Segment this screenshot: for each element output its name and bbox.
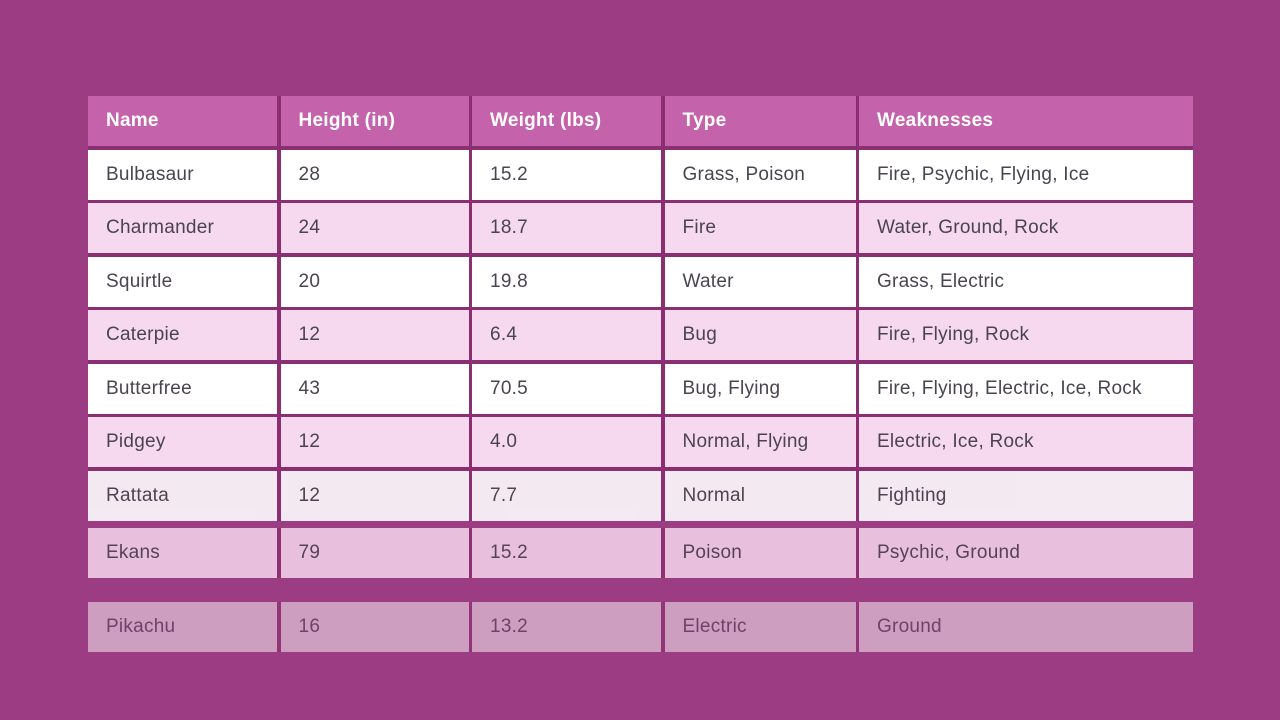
cell-height: 12 — [280, 417, 469, 467]
cell-type: Normal — [664, 470, 856, 521]
cell-height: 79 — [280, 528, 469, 578]
cell-weaknesses: Fire, Flying, Rock — [859, 310, 1193, 360]
cell-weaknesses: Psychic, Ground — [859, 528, 1193, 578]
cell-weight: 13.2 — [472, 602, 661, 652]
cell-weaknesses: Fire, Psychic, Flying, Ice — [859, 149, 1193, 200]
cell-weight: 4.0 — [472, 417, 661, 467]
cell-weaknesses: Grass, Electric — [859, 256, 1193, 307]
column-header-name: Name — [88, 96, 277, 146]
table-row-bulbasaur: Bulbasaur 28 15.2 Grass, Poison Fire, Psychi… — [88, 149, 1193, 200]
table-row-squirtle: Squirtle 20 19.8 Water Grass, Electric — [88, 256, 1193, 307]
cell-weaknesses: Fire, Flying, Electric, Ice, Rock — [859, 363, 1193, 414]
cell-name: Caterpie — [88, 310, 277, 360]
cell-height: 24 — [280, 203, 469, 253]
pokemon-table: Name Height (in) Weight (lbs) Type Weaknesse… — [88, 96, 1193, 521]
cell-type: Poison — [664, 528, 856, 578]
cell-weight: 18.7 — [472, 203, 661, 253]
column-header-height: Height (in) — [280, 96, 469, 146]
column-header-weight: Weight (lbs) — [472, 96, 661, 146]
cell-type: Fire — [664, 203, 856, 253]
cell-weaknesses: Fighting — [859, 470, 1193, 521]
table-header-row: Name Height (in) Weight (lbs) Type Weaknesse… — [88, 96, 1193, 146]
column-header-type: Type — [664, 96, 856, 146]
table-row-pidgey: Pidgey 12 4.0 Normal, Flying Electric, Ice, … — [88, 417, 1193, 467]
cell-height: 28 — [280, 149, 469, 200]
cell-name: Bulbasaur — [88, 149, 277, 200]
cell-height: 12 — [280, 470, 469, 521]
cell-type: Water — [664, 256, 856, 307]
table-row-pikachu: Pikachu 16 13.2 Electric Ground — [88, 602, 1193, 652]
table-row-rattata: Rattata 12 7.7 Normal Fighting — [88, 470, 1193, 521]
cell-weight: 19.8 — [472, 256, 661, 307]
cell-weight: 15.2 — [472, 528, 661, 578]
cell-weight: 7.7 — [472, 470, 661, 521]
cell-height: 16 — [280, 602, 469, 652]
table-row-butterfree: Butterfree 43 70.5 Bug, Flying Fire, Flying,… — [88, 363, 1193, 414]
cell-height: 43 — [280, 363, 469, 414]
table-row-ekans: Ekans 79 15.2 Poison Psychic, Ground — [88, 528, 1193, 578]
cell-name: Charmander — [88, 203, 277, 253]
table-row-caterpie: Caterpie 12 6.4 Bug Fire, Flying, Rock — [88, 310, 1193, 360]
cell-type: Electric — [664, 602, 856, 652]
cell-weaknesses: Ground — [859, 602, 1193, 652]
cell-type: Normal, Flying — [664, 417, 856, 467]
cell-weight: 6.4 — [472, 310, 661, 360]
cell-weight: 15.2 — [472, 149, 661, 200]
detached-row-pikachu: Pikachu 16 13.2 Electric Ground — [88, 602, 1193, 652]
cell-height: 20 — [280, 256, 469, 307]
cell-type: Bug, Flying — [664, 363, 856, 414]
cell-type: Grass, Poison — [664, 149, 856, 200]
cell-name: Ekans — [88, 528, 277, 578]
cell-type: Bug — [664, 310, 856, 360]
cell-weight: 70.5 — [472, 363, 661, 414]
cell-weaknesses: Electric, Ice, Rock — [859, 417, 1193, 467]
cell-height: 12 — [280, 310, 469, 360]
cell-name: Rattata — [88, 470, 277, 521]
table-row-charmander: Charmander 24 18.7 Fire Water, Ground, Rock — [88, 203, 1193, 253]
cell-name: Butterfree — [88, 363, 277, 414]
cell-weaknesses: Water, Ground, Rock — [859, 203, 1193, 253]
cell-name: Pidgey — [88, 417, 277, 467]
cell-name: Pikachu — [88, 602, 277, 652]
column-header-weaknesses: Weaknesses — [859, 96, 1193, 146]
cell-name: Squirtle — [88, 256, 277, 307]
detached-row-ekans: Ekans 79 15.2 Poison Psychic, Ground — [88, 528, 1193, 578]
